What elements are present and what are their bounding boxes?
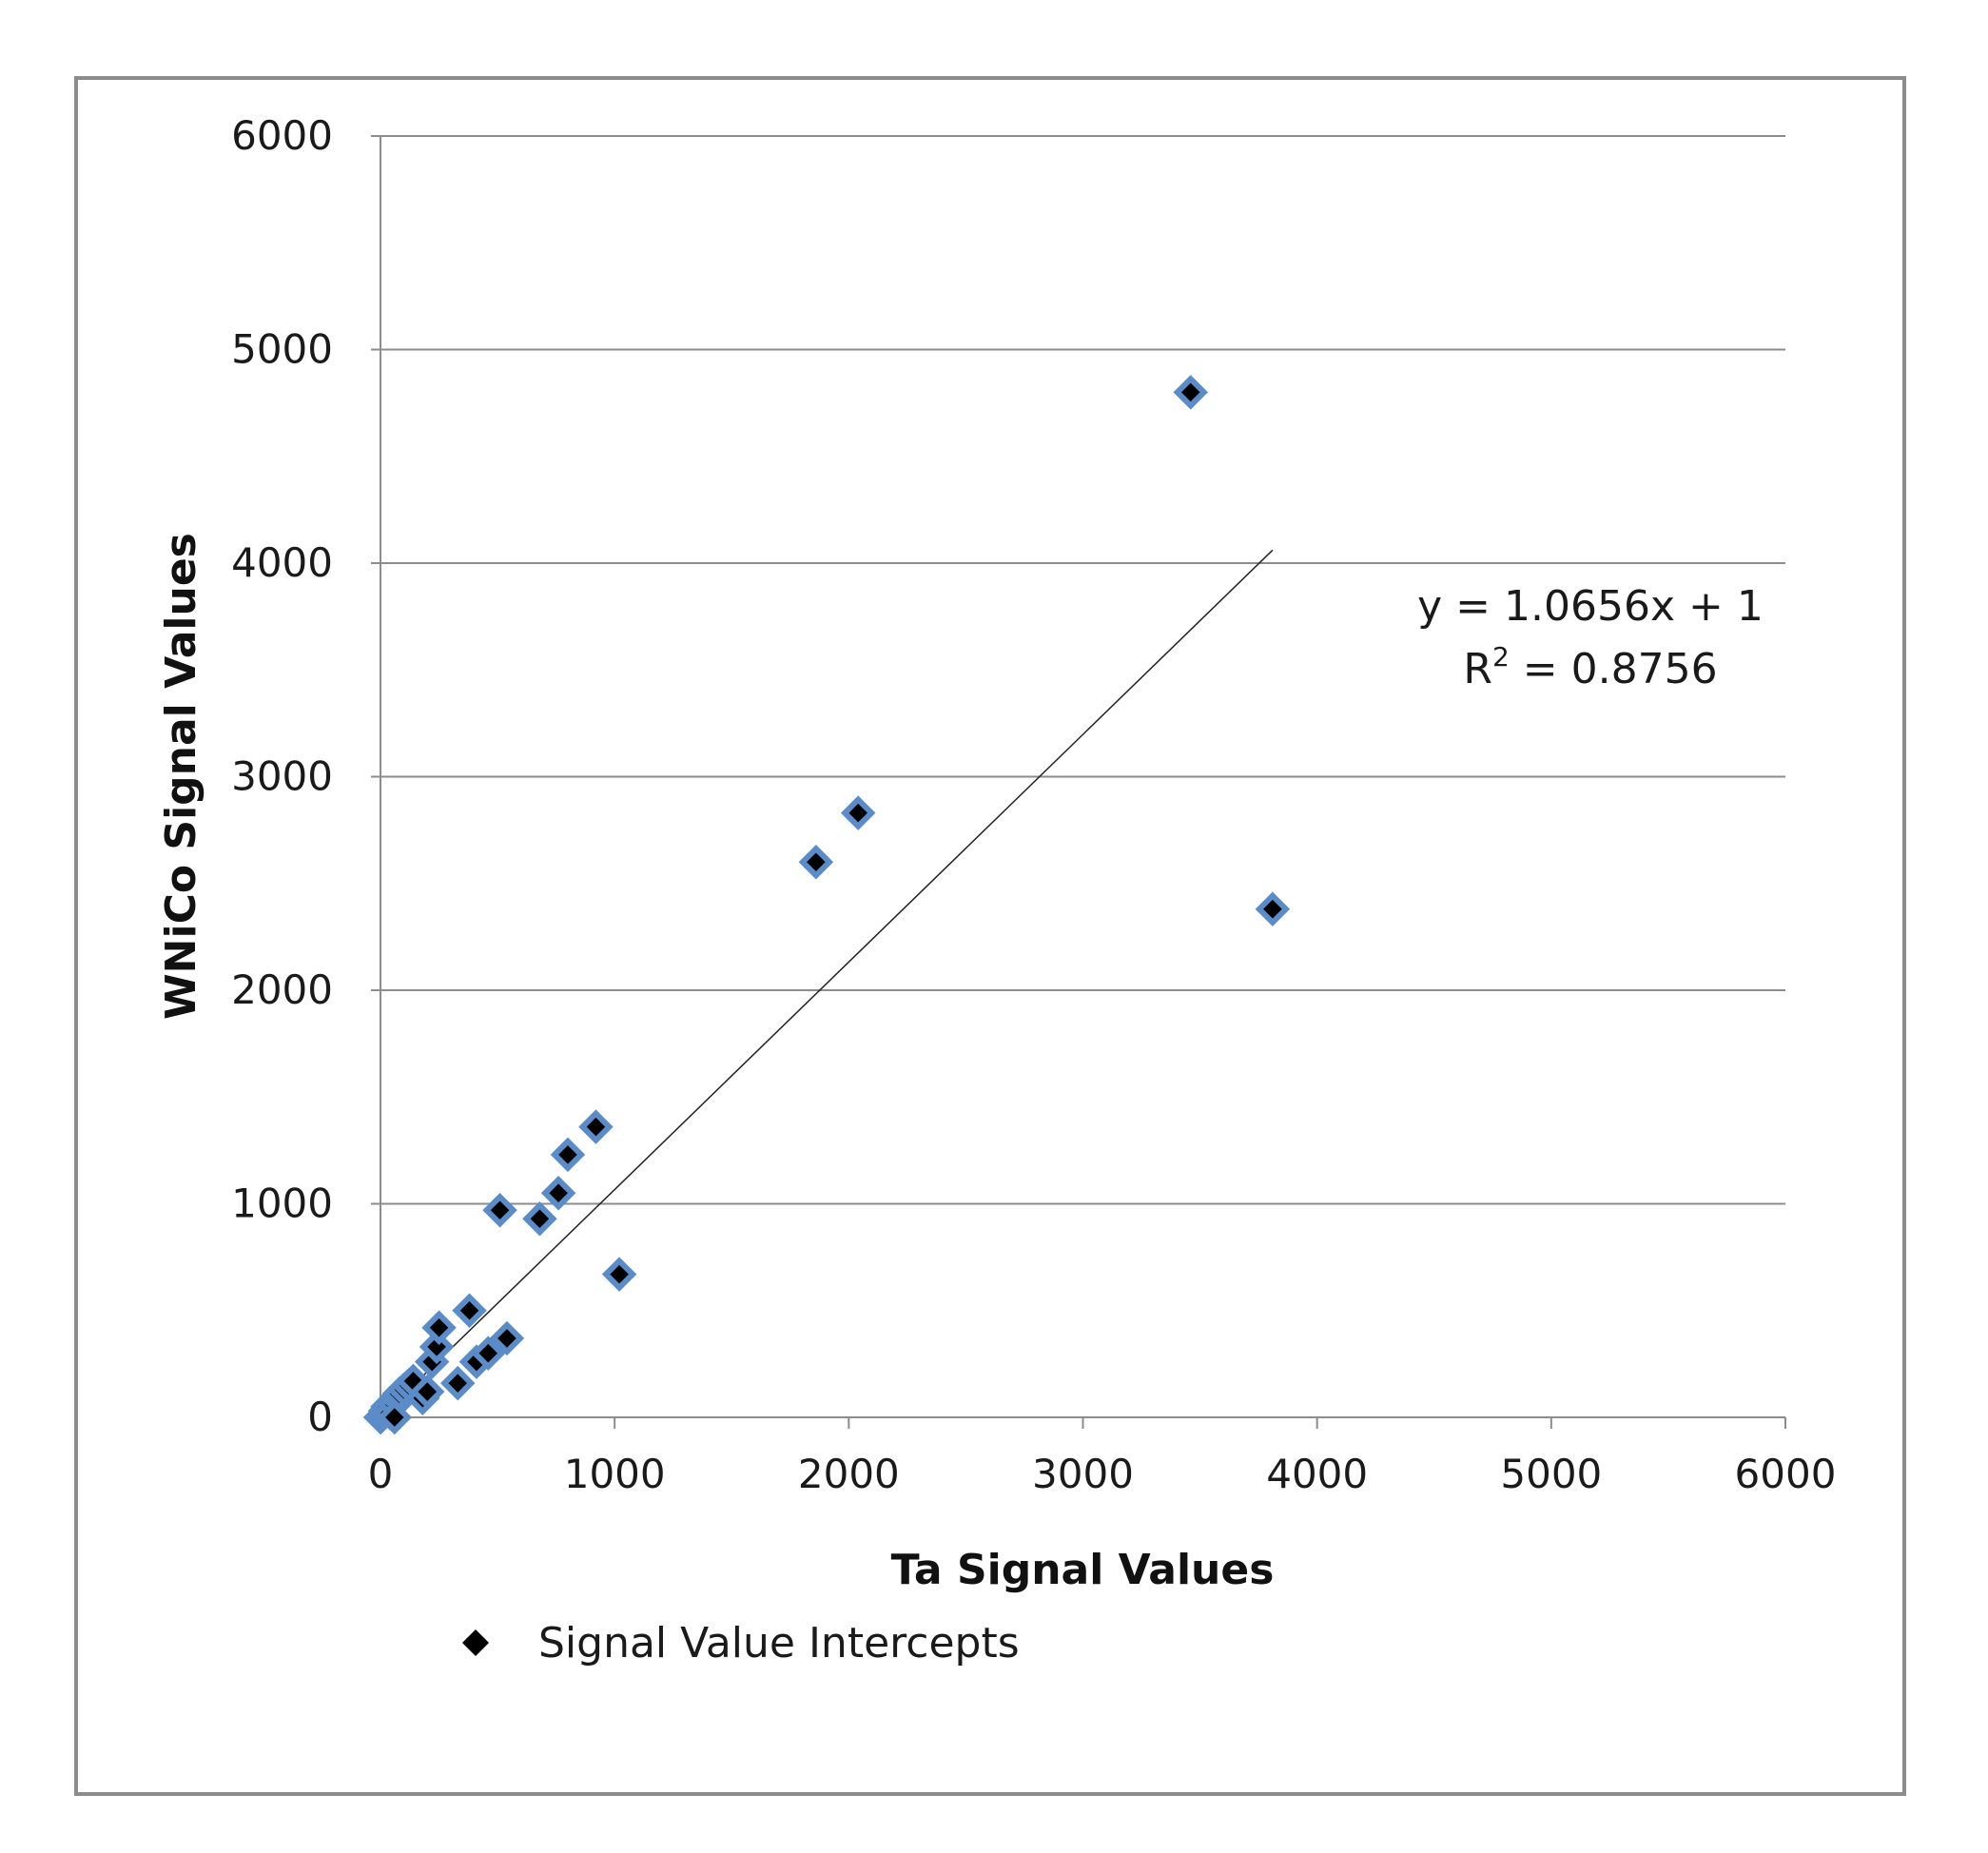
y-tick-labels: 0 1000 2000 3000 4000 5000 6000 — [231, 112, 380, 1440]
x-tick-label: 6000 — [1735, 1451, 1837, 1497]
y-tick-label: 5000 — [231, 326, 333, 373]
data-point — [540, 1176, 576, 1211]
y-tick-label: 1000 — [231, 1180, 333, 1227]
r2-value: = 0.8756 — [1510, 645, 1718, 693]
trendline-group — [380, 549, 1274, 1418]
data-point — [522, 1200, 557, 1237]
data-point — [377, 1399, 413, 1435]
x-tick-label: 2000 — [798, 1451, 900, 1497]
legend-diamond-marker — [462, 1629, 489, 1656]
trendline-equation: y = 1.0656x + 1 — [1417, 582, 1764, 631]
data-point — [452, 1293, 487, 1328]
x-tick-label: 3000 — [1032, 1451, 1134, 1497]
data-point — [470, 1336, 506, 1371]
data-point — [550, 1137, 586, 1173]
y-tick-label: 3000 — [231, 753, 333, 800]
data-points — [362, 375, 1291, 1435]
r2-prefix: R — [1463, 645, 1492, 693]
x-tick-label: 0 — [368, 1451, 394, 1497]
data-point — [601, 1257, 637, 1292]
x-tick-labels: 0 1000 2000 3000 4000 5000 6000 — [368, 1417, 1837, 1497]
x-axis-title: Ta Signal Values — [891, 1546, 1275, 1594]
data-point — [840, 795, 876, 830]
data-point — [489, 1320, 525, 1356]
y-tick-label: 6000 — [231, 112, 333, 159]
y-tick-label: 0 — [307, 1394, 333, 1440]
data-point — [439, 1365, 476, 1401]
y-tick-label: 2000 — [231, 966, 333, 1013]
data-point — [1173, 375, 1208, 410]
y-axis-title: WNiCo Signal Values — [157, 533, 205, 1020]
gridlines — [380, 135, 1785, 1205]
data-point — [421, 1310, 457, 1345]
r2-exponent: 2 — [1492, 641, 1510, 673]
x-tick-label: 5000 — [1500, 1451, 1602, 1497]
trendline-r-squared: R2 = 0.8756 — [1463, 641, 1717, 693]
y-tick-label: 4000 — [231, 539, 333, 586]
x-tick-label: 1000 — [564, 1451, 666, 1497]
legend: Signal Value Intercepts — [462, 1619, 1020, 1668]
legend-label: Signal Value Intercepts — [538, 1619, 1020, 1668]
trendline — [380, 549, 1274, 1418]
data-point — [798, 845, 834, 880]
data-point — [1255, 891, 1291, 926]
x-tick-label: 4000 — [1266, 1451, 1368, 1497]
data-point — [482, 1192, 517, 1228]
data-point — [578, 1109, 614, 1144]
data-point — [409, 1374, 445, 1410]
